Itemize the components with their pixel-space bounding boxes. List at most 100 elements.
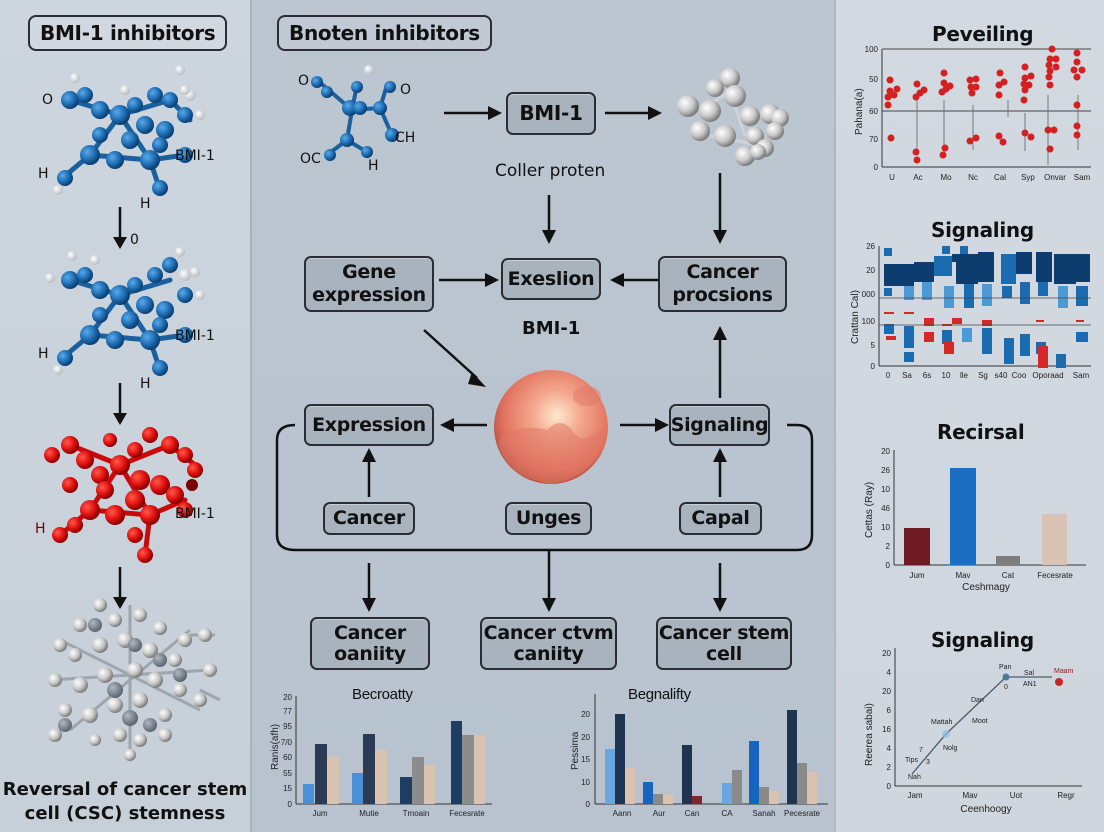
outlier-point [1055,678,1063,686]
svg-text:6s: 6s [923,371,931,380]
svg-text:100: 100 [862,317,876,326]
svg-text:Jum: Jum [909,571,924,580]
chart-signaling-heatmap-ylabel: Crattan Cal) [850,290,861,344]
node-exeslion[interactable]: Exeslion [501,258,601,300]
svg-text:Regr: Regr [1057,791,1075,800]
label-coller-proten: Coller proten [495,161,606,181]
chart-signaling-line: 0 2 4 16 6 20 4 20 Reerea sabai) Nah Tip… [864,648,1082,815]
chart-begnalifty: 0 10 15 20 20 Pessima Aann Aur Can CA Sa… [570,694,828,818]
svg-text:2: 2 [886,542,891,551]
svg-text:15: 15 [581,755,590,764]
svg-text:10: 10 [581,778,590,787]
node-gene-expression[interactable]: Gene expression [304,256,434,312]
node-out2-line2: caniity [513,642,584,665]
molecule-small-blue-icon: O O CH OC H [298,65,415,174]
bar-cat [996,556,1020,565]
node-capal[interactable]: Capal [679,502,762,535]
node-unges[interactable]: Unges [505,502,592,535]
node-cancer-stem-cell[interactable]: Cancer stem cell [656,617,792,670]
chart-begnalifty-ylabel: Pessima [570,731,581,770]
label-bmi1: BMI-1 [522,318,581,339]
node-cancer-ctvm-caniity[interactable]: Cancer ctvm caniity [480,617,617,670]
svg-text:Cat: Cat [1002,571,1015,580]
svg-text:Nc: Nc [968,173,978,182]
svg-text:55: 55 [283,769,292,778]
svg-text:6: 6 [887,706,892,715]
svg-text:20: 20 [283,693,292,702]
chart-signaling-heatmap-title: Signaling [931,218,1034,242]
svg-text:AN1: AN1 [1023,681,1037,688]
node-out1-line2: oaniity [334,642,406,665]
arrow-label: 0 [130,232,139,248]
svg-text:Fecesrate: Fecesrate [1037,571,1073,580]
node-out3-line1: Cancer stem [658,621,790,644]
flow-arrows [275,106,814,612]
svg-text:0: 0 [887,782,892,791]
svg-text:20: 20 [581,710,590,719]
svg-text:0: 0 [586,800,591,809]
svg-text:4: 4 [887,744,892,753]
svg-text:2: 2 [887,763,892,772]
svg-text:Pecesrate: Pecesrate [784,809,821,818]
svg-text:0: 0 [871,362,876,371]
svg-text:lle: lle [960,371,969,380]
svg-text:CA: CA [721,809,733,818]
svg-text:46: 46 [881,504,890,513]
svg-text:0: 0 [1004,684,1008,691]
svg-text:Cal: Cal [994,173,1006,182]
mol2-label-h1: H [38,346,49,362]
svg-text:10: 10 [881,485,890,494]
cmol-label-o2: O [400,82,411,98]
svg-text:Can: Can [685,809,700,818]
mol2-label-bmi1: BMI-1 [175,328,215,344]
svg-text:0: 0 [886,371,891,380]
node-signaling[interactable]: Signaling [669,404,770,446]
svg-text:16: 16 [882,725,891,734]
svg-text:77: 77 [283,707,292,716]
bar-jum [904,528,930,565]
chart-becroatty-title: Becroatty [352,686,413,703]
node-cancer-procsions[interactable]: Cancer procsions [658,256,787,312]
arrow-down-icon [113,383,127,425]
svg-text:Mo: Mo [940,173,952,182]
svg-text:50: 50 [869,75,878,84]
node-expression[interactable]: Expression [304,404,434,446]
svg-text:26: 26 [881,466,890,475]
chart-signaling-heatmap: 0 5 100 000 20 26 Crattan Cal) [850,242,1091,380]
center-panel-title: Bnoten inhibitors [277,15,492,51]
svg-text:0: 0 [130,232,139,248]
node-cancer-oaniity[interactable]: Cancer oaniity [310,617,430,670]
node-out2-line1: Cancer ctvm [483,621,614,644]
svg-text:95: 95 [283,722,292,731]
chart-begnalifty-title: Begnalifty [628,686,691,703]
svg-text:20: 20 [581,733,590,742]
node-bmi1[interactable]: BMI-1 [506,92,596,135]
svg-text:5: 5 [871,341,876,350]
svg-text:0: 0 [288,800,293,809]
svg-text:0: 0 [874,163,879,172]
svg-text:Moot: Moot [972,718,988,725]
svg-text:Aann: Aann [613,809,632,818]
svg-text:Tips: Tips [905,757,918,764]
node-out1-line1: Cancer [333,621,406,644]
svg-text:Fecesrate: Fecesrate [449,809,485,818]
cmol-label-o1: O [298,73,309,89]
left-panel-title: BMI-1 inhibitors [28,15,228,51]
svg-text:Jam: Jam [907,791,922,800]
svg-text:Ac: Ac [913,173,922,182]
svg-text:Sanah: Sanah [752,809,775,818]
chart-signaling-line-title: Signaling [931,628,1034,652]
node-cancer[interactable]: Cancer [323,502,415,535]
molecule-gray-cluster-icon [48,598,221,761]
svg-text:Oporaad: Oporaad [1032,371,1063,380]
svg-text:Syp: Syp [1021,173,1035,182]
svg-text:100: 100 [865,45,879,54]
svg-text:10: 10 [942,371,951,380]
svg-text:Mav: Mav [955,571,970,580]
mol3-label-h: H [35,521,46,537]
left-footer-line2: cell (CSC) stemness [24,803,226,824]
left-panel: BMI-1 inhibitors O [0,0,250,832]
svg-text:Nah: Nah [908,774,921,781]
right-panel: Peveiling 0 70 60 50 100 Pahana(a) [836,0,1104,832]
mol1-label-bmi1: BMI-1 [175,148,215,164]
